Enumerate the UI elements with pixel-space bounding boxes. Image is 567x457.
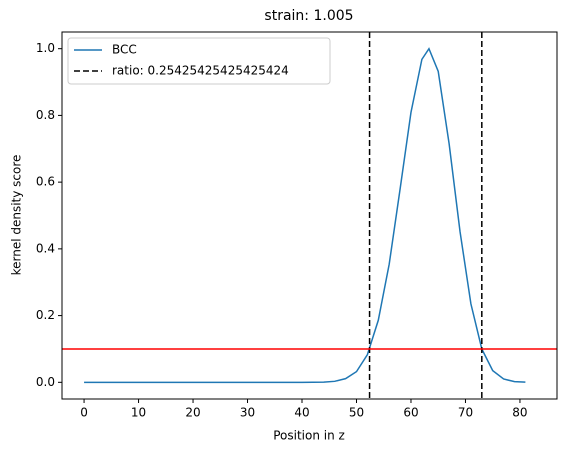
line-series bbox=[84, 47, 526, 384]
x-tick-label: 10 bbox=[131, 406, 146, 420]
x-tick-label: 70 bbox=[458, 406, 473, 420]
y-tick-label: 0.8 bbox=[36, 108, 55, 122]
x-tick-label: 80 bbox=[512, 406, 527, 420]
y-tick-label: 0.4 bbox=[36, 241, 55, 255]
legend-box bbox=[67, 37, 331, 85]
y-tick-label: 0.0 bbox=[36, 375, 55, 389]
x-axis-label: Position in z bbox=[273, 429, 345, 443]
y-tick-label: 0.2 bbox=[36, 308, 55, 322]
x-tick-label: 20 bbox=[185, 406, 200, 420]
x-tick-label: 30 bbox=[240, 406, 255, 420]
y-tick-label: 0.6 bbox=[36, 175, 55, 189]
legend-label: BCC bbox=[112, 43, 137, 57]
legend-label: ratio: 0.25425425425425424 bbox=[112, 64, 289, 78]
x-tick-label: 50 bbox=[349, 406, 364, 420]
x-tick-label: 40 bbox=[294, 406, 309, 420]
x-tick-label: 60 bbox=[403, 406, 418, 420]
chart-title: strain: 1.005 bbox=[264, 8, 353, 24]
y-tick-label: 1.0 bbox=[36, 41, 55, 55]
y-axis-label: kernel density score bbox=[10, 155, 24, 276]
x-tick-label: 0 bbox=[80, 406, 88, 420]
axes-frame bbox=[61, 31, 558, 400]
